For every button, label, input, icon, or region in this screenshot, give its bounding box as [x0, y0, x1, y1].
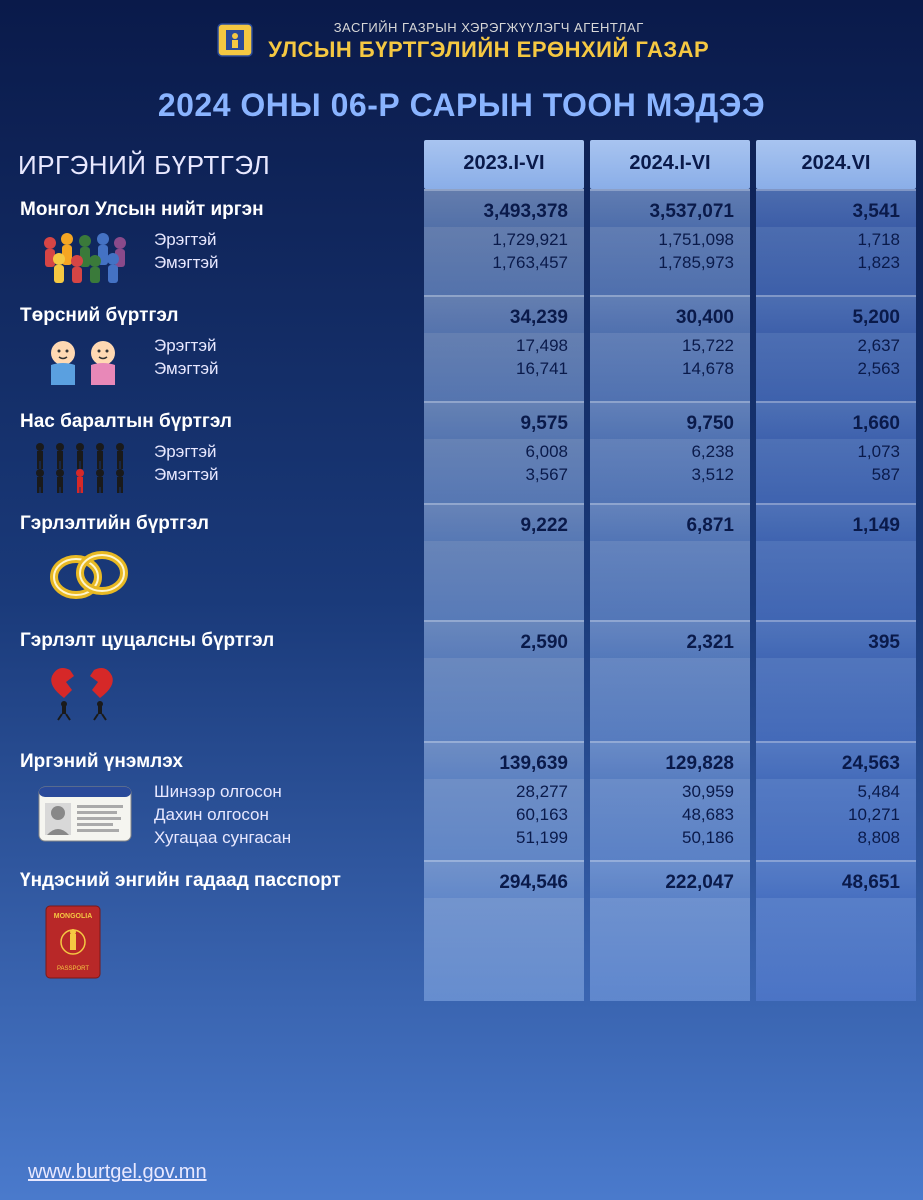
- sub-male-label: Эрэгтэй: [154, 229, 219, 252]
- babies-icon: [30, 335, 140, 391]
- divorce-2024h1: 2,321: [590, 620, 750, 658]
- passport-2024-06: 48,651: [756, 860, 916, 898]
- passport-2023: 294,546: [424, 860, 584, 898]
- death-female-2023: 3,567: [424, 464, 568, 487]
- idcard-new-2023: 28,277: [424, 781, 568, 804]
- death-2024h1: 9,750: [590, 401, 750, 439]
- idcard-extend-2023: 51,199: [424, 827, 568, 850]
- birth-male-2023: 17,498: [424, 335, 568, 358]
- idcard-extend-2024-06: 8,808: [756, 827, 900, 850]
- idcard-renew-2024-06: 10,271: [756, 804, 900, 827]
- footer-url[interactable]: www.burtgel.gov.mn: [28, 1161, 207, 1184]
- total-female-2023: 1,763,457: [424, 252, 568, 275]
- total-male-2024h1: 1,751,098: [590, 229, 734, 252]
- idcard-extend-2024h1: 50,186: [590, 827, 734, 850]
- death-sub-female: Эмэгтэй: [154, 464, 219, 487]
- death-male-2023: 6,008: [424, 441, 568, 464]
- death-male-2024-06: 1,073: [756, 441, 900, 464]
- id-card-icon: [30, 781, 140, 845]
- total-female-2024h1: 1,785,973: [590, 252, 734, 275]
- idcard-renew-2023: 60,163: [424, 804, 568, 827]
- birth-2024h1: 30,400: [590, 295, 750, 333]
- row-passport-label: Үндэсний энгийн гадаад пасспорт: [18, 860, 418, 898]
- death-male-2024h1: 6,238: [590, 441, 734, 464]
- section-label: ИРГЭНИЙ БҮРТГЭЛ: [18, 140, 418, 189]
- idcard-renew-2024h1: 48,683: [590, 804, 734, 827]
- death-sub-male: Эрэгтэй: [154, 441, 219, 464]
- row-birth-label: Төрсний бүртгэл: [18, 295, 418, 333]
- birth-female-2023: 16,741: [424, 358, 568, 381]
- total-2023: 3,493,378: [424, 189, 584, 227]
- idcard-2023: 139,639: [424, 741, 584, 779]
- column-header-2024-06: 2024.VI: [756, 140, 916, 189]
- birth-2023: 34,239: [424, 295, 584, 333]
- row-death-label: Нас баралтын бүртгэл: [18, 401, 418, 439]
- data-table: ИРГЭНИЙ БҮРТГЭЛ 2023.I-VI 2024.I-VI 2024…: [0, 140, 923, 1001]
- idcard-2024-06: 24,563: [756, 741, 916, 779]
- idcard-sub-new: Шинээр олгосон: [154, 781, 291, 804]
- death-2023: 9,575: [424, 401, 584, 439]
- row-divorce-label: Гэрлэлт цуцалсны бүртгэл: [18, 620, 418, 658]
- wedding-rings-icon: [18, 541, 418, 620]
- svg-text:PASSPORT: PASSPORT: [57, 966, 89, 972]
- death-female-2024-06: 587: [756, 464, 900, 487]
- organization-name: УЛСЫН БҮРТГЭЛИЙН ЕРӨНХИЙ ГАЗАР: [268, 37, 709, 63]
- report-title: 2024 ОНЫ 06-Р САРЫН ТООН МЭДЭЭ: [0, 87, 923, 124]
- sub-female-label: Эмэгтэй: [154, 252, 219, 275]
- birth-male-2024-06: 2,637: [756, 335, 900, 358]
- passport-icon: MONGOLIA PASSPORT: [18, 898, 418, 1001]
- row-total-label: Монгол Улсын нийт иргэн: [18, 189, 418, 227]
- divorce-2023: 2,590: [424, 620, 584, 658]
- people-crowd-icon: [30, 229, 140, 285]
- row-idcard-label: Иргэний үнэмлэх: [18, 741, 418, 779]
- death-figures-icon: [30, 441, 140, 493]
- birth-2024-06: 5,200: [756, 295, 916, 333]
- state-emblem-icon: [214, 18, 256, 65]
- idcard-new-2024-06: 5,484: [756, 781, 900, 804]
- birth-female-2024h1: 14,678: [590, 358, 734, 381]
- passport-2024h1: 222,047: [590, 860, 750, 898]
- total-2024h1: 3,537,071: [590, 189, 750, 227]
- marriage-2024-06: 1,149: [756, 503, 916, 541]
- birth-sub-female: Эмэгтэй: [154, 358, 219, 381]
- total-male-2024-06: 1,718: [756, 229, 900, 252]
- birth-male-2024h1: 15,722: [590, 335, 734, 358]
- total-female-2024-06: 1,823: [756, 252, 900, 275]
- header: ЗАСГИЙН ГАЗРЫН ХЭРЭГЖҮҮЛЭГЧ АГЕНТЛАГ УЛС…: [0, 0, 923, 73]
- death-2024-06: 1,660: [756, 401, 916, 439]
- marriage-2023: 9,222: [424, 503, 584, 541]
- row-marriage-label: Гэрлэлтийн бүртгэл: [18, 503, 418, 541]
- column-header-2024-h1: 2024.I-VI: [590, 140, 750, 189]
- idcard-2024h1: 129,828: [590, 741, 750, 779]
- idcard-sub-renew: Дахин олгосон: [154, 804, 291, 827]
- total-male-2023: 1,729,921: [424, 229, 568, 252]
- broken-heart-icon: [18, 658, 418, 741]
- divorce-2024-06: 395: [756, 620, 916, 658]
- birth-sub-male: Эрэгтэй: [154, 335, 219, 358]
- death-female-2024h1: 3,512: [590, 464, 734, 487]
- birth-female-2024-06: 2,563: [756, 358, 900, 381]
- idcard-sub-extend: Хугацаа сунгасан: [154, 827, 291, 850]
- column-header-2023: 2023.I-VI: [424, 140, 584, 189]
- marriage-2024h1: 6,871: [590, 503, 750, 541]
- idcard-new-2024h1: 30,959: [590, 781, 734, 804]
- total-2024-06: 3,541: [756, 189, 916, 227]
- svg-text:MONGOLIA: MONGOLIA: [54, 913, 93, 920]
- agency-name: ЗАСГИЙН ГАЗРЫН ХЭРЭГЖҮҮЛЭГЧ АГЕНТЛАГ: [268, 20, 709, 35]
